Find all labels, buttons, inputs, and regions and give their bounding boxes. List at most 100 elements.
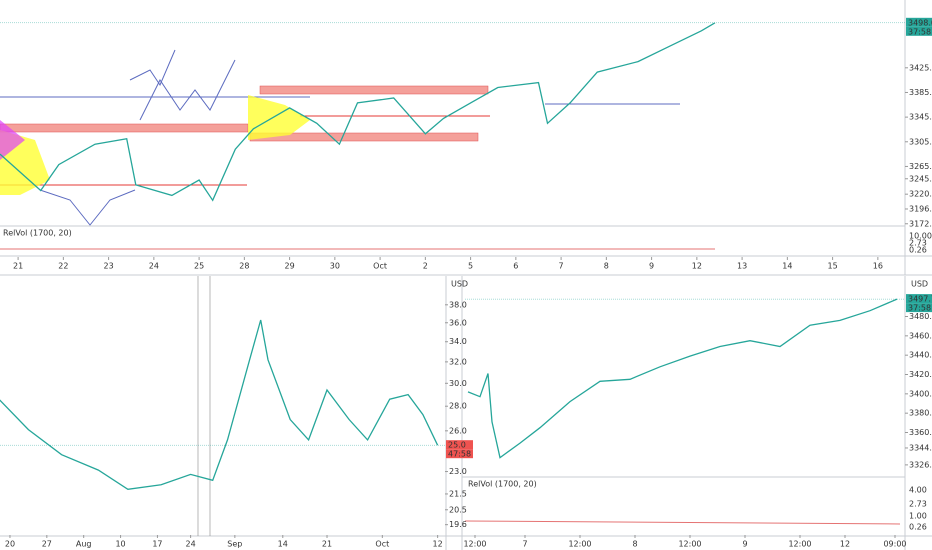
y-tick-label: 19.6 [449,520,467,529]
x-tick-label: 12:00 [463,540,486,549]
y-tick-label: 3460.00 [909,331,932,340]
x-tick-label: 7 [522,540,527,549]
x-tick-label: 21 [13,262,23,271]
projection [129,49,176,87]
last-price: 3497.75 [908,295,932,304]
x-tick-label: 12 [433,540,443,549]
zone [259,85,489,95]
countdown-box [446,449,473,459]
x-tick-label: 2 [423,262,428,271]
x-tick-label: 10 [115,540,125,549]
y-tick-label: 3360.00 [909,428,932,437]
x-tick-label: 12 [692,262,702,271]
x-tick-label: 6 [513,262,518,271]
y-tick-label: 32.0 [449,357,467,366]
last-price: 25.0 [448,441,466,450]
projection [39,189,136,226]
panel-tick-label: 0.26 [909,246,927,255]
y-tick-label: 30.0 [449,379,467,388]
y-tick-label: 3305.00 [909,137,932,146]
y-tick-label: 3420.00 [909,370,932,379]
x-tick-label: 12 [840,540,850,549]
y-tick-label: 21.5 [449,489,467,498]
x-tick-label: 14 [782,262,792,271]
y-tick-label: 3344.00 [909,443,932,452]
countdown: 37:58 [908,27,931,36]
y-tick-label: 3245.00 [909,174,932,183]
drawings [0,49,680,226]
countdown: 47:58 [448,450,471,459]
panel-tick-label: 1.00 [909,512,927,521]
panel-tick-label: 10.00 [909,232,932,241]
projection [139,59,236,121]
x-tick-label: 9 [649,262,654,271]
price-line [0,22,716,202]
y-tick-label: 3385.00 [909,88,932,97]
y-tick-label: 23.0 [449,467,467,476]
x-tick-label: 27 [42,540,52,549]
volume-profile [248,95,310,140]
y-tick-label: 34.0 [449,337,467,346]
price-line [0,319,439,490]
panel-tick-label: 0.26 [909,523,927,532]
y-tick-label: 3480.00 [909,312,932,321]
x-tick-label: 21 [322,540,332,549]
last-price-box [906,294,932,304]
volume-profile [0,120,25,160]
x-tick-label: 13 [737,262,747,271]
panel-title: RelVol (1700, 20) [468,480,537,489]
y-tick-label: 20.5 [449,505,467,514]
x-tick-label: 20 [5,540,15,549]
x-tick-label: 23 [104,262,114,271]
x-tick-label: 12:00 [678,540,701,549]
y-tick-label: 26.0 [449,426,467,435]
x-tick-label: 30 [330,262,340,271]
panel-title: RelVol (1700, 20) [3,229,72,238]
x-tick-label: 28 [239,262,249,271]
x-tick-label: 29 [285,262,295,271]
x-tick-label: 09:00 [883,540,906,549]
x-tick-label: Aug [76,540,92,549]
y-tick-label: 28.0 [449,402,467,411]
x-tick-label: 5 [468,262,473,271]
x-tick-label: 25 [194,262,204,271]
x-tick-label: 15 [828,262,838,271]
relvol-line [464,520,901,525]
y-tick-label: 3400.00 [909,389,932,398]
zone [0,123,249,133]
countdown-box [906,303,932,313]
y-tick-label: 3380.00 [909,409,932,418]
y-tick-label: 36.0 [449,318,467,327]
y-tick-label: 3265.00 [909,162,932,171]
panel-tick-label: 4.00 [909,486,927,495]
x-tick-label: Sep [227,540,242,549]
x-tick-label: 24 [149,262,159,271]
price-line [467,298,898,459]
y-tick-label: 3425.00 [909,63,932,72]
panel-tick-label: 2.73 [909,500,927,509]
y-tick-label: 3172.00 [909,219,932,228]
y-tick-label: 3220.00 [909,190,932,199]
last-price: 3498.00 [908,18,932,27]
x-tick-label: 8 [632,540,637,549]
x-tick-label: 12:00 [568,540,591,549]
x-tick-label: 16 [873,262,883,271]
x-tick-label: 14 [278,540,288,549]
x-tick-label: 8 [604,262,609,271]
x-tick-label: 17 [152,540,162,549]
x-tick-label: 7 [559,262,564,271]
x-tick-label: Oct [375,540,389,549]
y-tick-label: 3196.00 [909,204,932,213]
last-price-box [906,17,932,27]
y-tick-label: 3345.00 [909,113,932,122]
countdown-box [906,26,932,36]
countdown: 37:58 [908,304,931,313]
y-tick-label: 3326.50 [909,460,932,469]
x-tick-label: 12:00 [788,540,811,549]
y-tick-label: 38.0 [449,300,467,309]
unit-label: USD [911,280,928,289]
panel-tick-label: 2.73 [909,239,927,248]
x-tick-label: 24 [186,540,196,549]
x-tick-label: Oct [373,262,387,271]
